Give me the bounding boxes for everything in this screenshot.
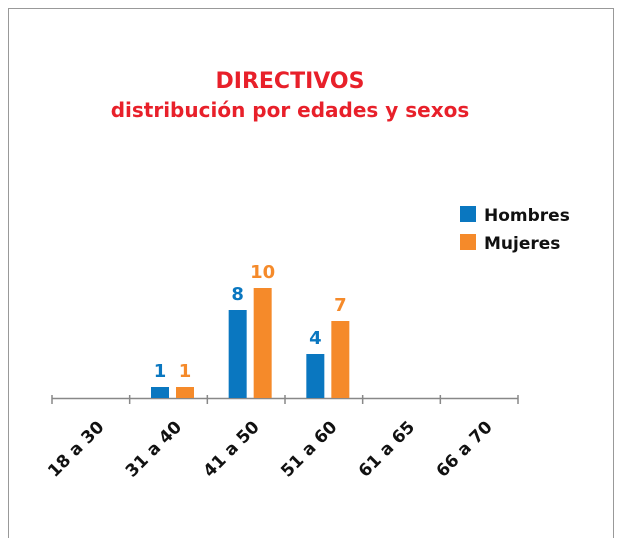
data-label: 7 (334, 295, 347, 316)
bar (228, 310, 247, 398)
bar (151, 387, 169, 398)
chart-subtitle: distribución por edades y sexos (111, 98, 470, 122)
bar (306, 354, 325, 398)
x-tick-label: 18 a 30 (44, 417, 108, 481)
legend-swatch (460, 234, 476, 250)
legend-label: Hombres (484, 206, 570, 226)
data-label: 1 (154, 361, 167, 382)
bar (331, 321, 350, 398)
data-label: 1 (179, 361, 192, 382)
frame (8, 8, 614, 542)
data-label: 4 (309, 328, 322, 349)
legend-label: Mujeres (484, 234, 560, 254)
chart-title: DIRECTIVOS (216, 69, 365, 94)
data-label: 8 (231, 284, 244, 305)
x-tick-label: 61 a 65 (355, 417, 419, 481)
x-tick-label: 31 a 40 (122, 417, 186, 481)
data-label: 10 (250, 262, 275, 283)
x-tick-label: 41 a 50 (200, 417, 264, 481)
bar (176, 387, 194, 398)
legend-swatch (460, 206, 476, 222)
x-tick-label: 51 a 60 (277, 417, 341, 481)
bar (253, 288, 272, 398)
x-tick-label: 66 a 70 (433, 417, 497, 481)
